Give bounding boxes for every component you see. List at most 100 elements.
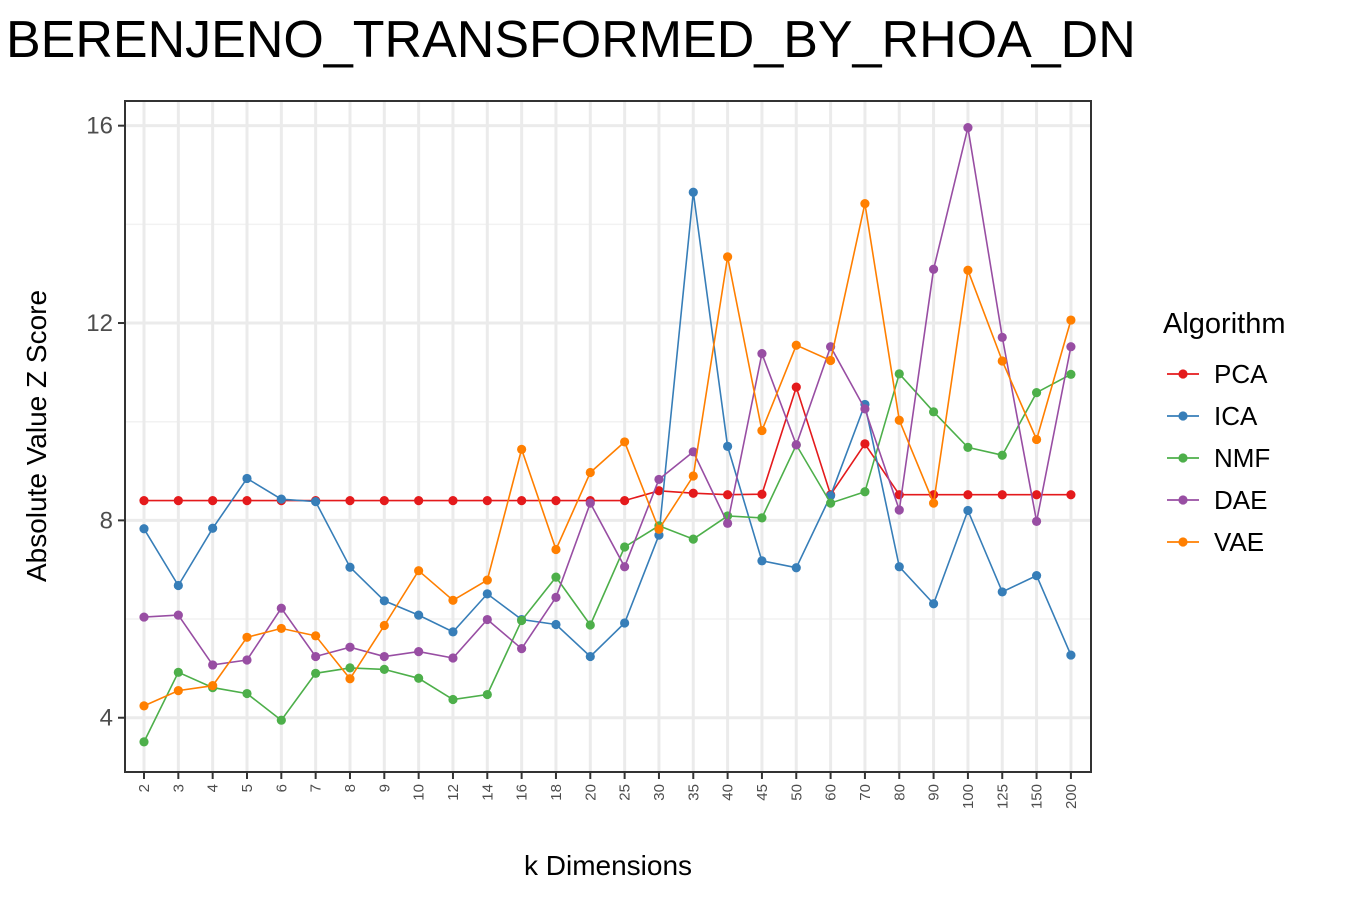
ica-data-point xyxy=(757,556,767,566)
ica-data-point xyxy=(448,627,458,637)
dae-data-point xyxy=(860,404,870,414)
ica-data-point xyxy=(379,596,389,606)
pca-data-point xyxy=(448,496,458,506)
series-layer xyxy=(139,123,1076,747)
nmf-data-point xyxy=(517,615,527,626)
legend-ica-label: ICA xyxy=(1214,401,1258,431)
pca-series-line xyxy=(144,384,1071,502)
x-tick-label: 9 xyxy=(376,784,393,792)
dae-data-point xyxy=(963,123,973,133)
pca-data-point xyxy=(173,496,183,506)
ica-data-point xyxy=(620,618,630,628)
nmf-data-point xyxy=(963,442,973,452)
dae-data-point xyxy=(688,447,698,457)
y-axis-title: Absolute Value Z Score xyxy=(21,290,52,582)
x-tick-label: 20 xyxy=(582,784,599,801)
nmf-data-point xyxy=(894,369,904,379)
legend-pca-label: PCA xyxy=(1214,359,1268,389)
y-tick-label: 4 xyxy=(100,705,113,732)
vae-data-point xyxy=(276,623,286,634)
x-tick-label: 50 xyxy=(788,784,805,801)
pca-data-point xyxy=(208,496,218,506)
legend: Algorithm PCA ICA NMF DAE VAE xyxy=(1163,308,1286,557)
pca-data-point xyxy=(791,382,801,392)
ica-data-point xyxy=(928,599,939,609)
dae-data-point xyxy=(723,518,733,528)
dae-data-point xyxy=(208,660,218,670)
ica-data-point xyxy=(1066,650,1076,660)
nmf-data-point xyxy=(757,513,767,523)
nmf-data-point xyxy=(173,667,183,677)
nmf-data-point xyxy=(379,664,389,674)
y-tick-label: 8 xyxy=(100,507,113,534)
y-tick-label: 16 xyxy=(86,113,113,140)
vae-data-point xyxy=(311,631,321,641)
dae-data-point xyxy=(379,651,389,662)
vae-data-point xyxy=(139,701,149,711)
pca-data-point xyxy=(997,490,1007,500)
legend-nmf-marker xyxy=(1178,453,1188,463)
x-tick-label: 200 xyxy=(1063,784,1080,809)
nmf-data-point xyxy=(688,534,698,544)
vae-data-point xyxy=(963,265,973,275)
legend-title: Algorithm xyxy=(1163,308,1286,340)
vae-data-point xyxy=(379,620,389,631)
ica-data-point xyxy=(585,651,595,662)
vae-data-point xyxy=(860,199,870,209)
vae-data-point xyxy=(517,444,527,454)
grid-layer xyxy=(125,101,1091,772)
x-tick-label: 4 xyxy=(205,784,222,792)
dae-data-point xyxy=(928,264,939,274)
nmf-data-point xyxy=(551,572,561,582)
x-tick-label: 80 xyxy=(891,784,908,801)
vae-data-point xyxy=(448,595,458,605)
ica-data-point xyxy=(688,187,698,197)
nmf-data-point xyxy=(860,487,870,497)
chart-title: BERENJENO_TRANSFORMED_BY_RHOA_DN xyxy=(6,11,1136,69)
nmf-data-point xyxy=(448,694,458,705)
nmf-data-point xyxy=(997,450,1007,460)
vae-data-point xyxy=(997,356,1007,366)
legend-dae-label: DAE xyxy=(1214,485,1267,515)
ica-data-point xyxy=(208,523,218,533)
nmf-data-point xyxy=(276,715,286,725)
pca-data-point xyxy=(860,439,870,449)
vae-data-point xyxy=(242,632,252,642)
pca-data-point xyxy=(345,496,355,506)
plot-panel-border xyxy=(124,100,1092,773)
x-tick-label: 10 xyxy=(411,784,428,801)
ica-data-point xyxy=(139,524,149,534)
pca-data-point xyxy=(757,489,767,499)
x-tick-label: 8 xyxy=(342,784,359,792)
nmf-data-point xyxy=(311,668,321,678)
dae-data-point xyxy=(1066,342,1076,352)
dae-data-point xyxy=(345,642,355,652)
nmf-data-point xyxy=(928,407,939,417)
vae-data-point xyxy=(894,415,904,425)
pca-data-point xyxy=(963,490,973,500)
ica-data-point xyxy=(894,562,904,572)
x-tick-label: 16 xyxy=(514,784,531,801)
ica-data-point xyxy=(173,580,183,591)
vae-data-point xyxy=(791,340,801,350)
ica-data-point xyxy=(997,587,1007,597)
vae-data-point xyxy=(585,467,595,478)
pca-data-point xyxy=(242,496,252,506)
nmf-data-point xyxy=(826,498,836,508)
vae-data-point xyxy=(757,425,767,436)
x-tick-label: 7 xyxy=(308,784,325,792)
x-tick-label: 70 xyxy=(857,784,874,801)
vae-data-point xyxy=(723,252,733,262)
pca-data-point xyxy=(517,496,527,506)
vae-data-point xyxy=(1031,434,1042,445)
ica-data-point xyxy=(551,619,561,630)
pca-data-point xyxy=(620,496,630,506)
ica-data-point xyxy=(311,497,321,507)
x-tick-label: 100 xyxy=(960,784,977,809)
dae-data-point xyxy=(414,647,424,657)
dae-data-point xyxy=(757,349,767,359)
x-tick-label: 3 xyxy=(170,784,187,792)
dae-data-point xyxy=(139,612,149,622)
dae-data-point xyxy=(242,655,252,665)
ica-series-line xyxy=(143,192,1072,658)
